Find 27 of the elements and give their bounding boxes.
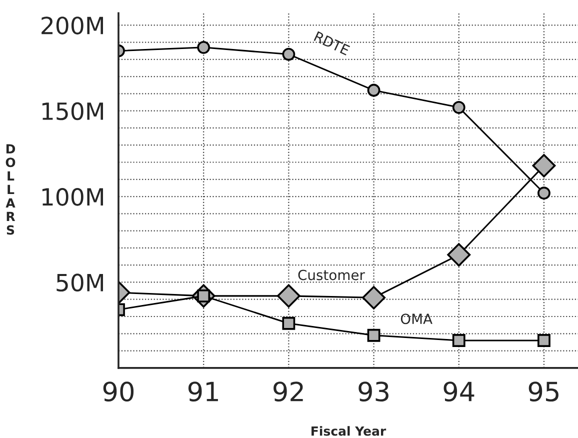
y-tick-label: 200M	[42, 16, 103, 34]
x-tick-label: 94	[444, 382, 474, 402]
series-label: Customer	[298, 270, 365, 280]
y-tick-label: 50M	[56, 274, 103, 292]
point	[197, 40, 210, 54]
point	[367, 328, 380, 342]
point	[538, 186, 550, 200]
y-axis-title: DOLLARS	[6, 144, 16, 235]
x-tick-label: 91	[188, 382, 218, 402]
x-tick-label: 92	[274, 382, 303, 402]
point	[447, 243, 471, 267]
point	[282, 48, 296, 61]
x-axis-title: Fiscal Year	[312, 426, 386, 436]
x-tick-label: 95	[528, 382, 558, 402]
point	[532, 154, 556, 178]
point	[276, 284, 300, 308]
point	[282, 316, 296, 330]
y-tick-label: 150M	[42, 102, 103, 120]
series-label: OMA	[400, 314, 432, 324]
x-tick-label: 93	[358, 382, 388, 402]
y-tick-label: 100M	[42, 188, 103, 206]
point	[452, 334, 466, 347]
point	[538, 334, 550, 347]
x-tick-label: 90	[103, 382, 134, 402]
point	[452, 100, 466, 114]
point	[367, 84, 380, 97]
point	[362, 286, 386, 310]
